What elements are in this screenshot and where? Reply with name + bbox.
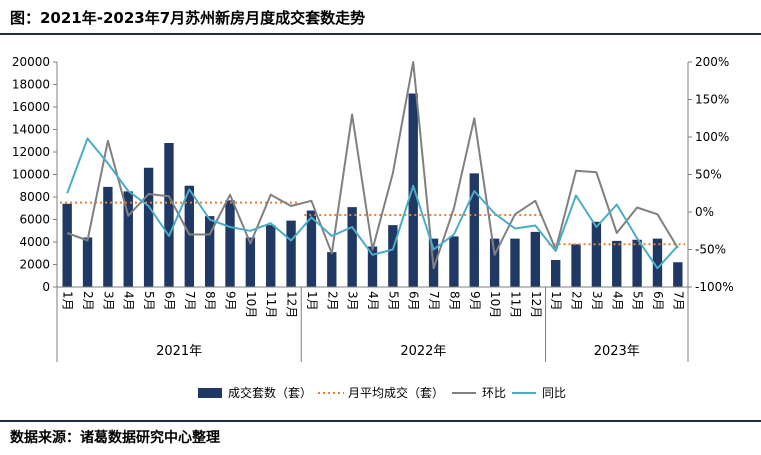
bar-monthly-transactions (82, 237, 93, 287)
x-axis-month-label: 6月 (162, 291, 176, 311)
bar-monthly-transactions (408, 93, 418, 287)
x-axis-month-label: 11月 (264, 291, 278, 318)
x-axis-month-label: 7月 (671, 291, 685, 311)
right-axis-tick-label: -50% (695, 243, 726, 257)
x-axis-month-label: 10月 (488, 291, 502, 318)
legend-item-monthly-average: 月平均成交（套） (348, 385, 444, 400)
x-axis-month-label: 3月 (346, 291, 360, 311)
left-axis-tick-label: 18000 (12, 78, 50, 92)
left-axis-tick-label: 4000 (19, 235, 50, 249)
year-group-label: 2022年 (400, 344, 446, 359)
x-axis-month-label: 4月 (366, 291, 380, 311)
right-axis-tick-label: 0% (695, 205, 714, 219)
bar-monthly-transactions (184, 185, 194, 287)
x-axis-month-label: 9月 (468, 291, 482, 311)
left-axis-tick-label: 8000 (19, 190, 50, 204)
x-axis-month-label: 1月 (305, 291, 319, 311)
bar-monthly-transactions (164, 143, 174, 287)
x-axis-month-label: 12月 (285, 291, 299, 318)
x-axis-month-label: 4月 (610, 291, 624, 311)
x-axis-month-label: 5月 (631, 291, 645, 311)
x-axis-month-label: 5月 (386, 291, 400, 311)
bar-monthly-transactions (327, 252, 337, 287)
bar-monthly-transactions (551, 260, 561, 287)
x-axis-month-label: 2月 (570, 291, 584, 311)
legend-swatch-bar (198, 388, 222, 398)
right-axis-tick-label: 150% (695, 93, 729, 107)
right-axis-tick-label: 50% (695, 168, 722, 182)
left-axis-tick-label: 14000 (12, 123, 50, 137)
left-axis-tick-label: 6000 (19, 213, 50, 227)
x-axis-month-label: 5月 (142, 291, 156, 311)
right-axis-tick-label: 200% (695, 55, 729, 69)
x-axis-month-label: 6月 (407, 291, 421, 311)
x-axis-month-label: 2月 (81, 291, 95, 311)
bar-monthly-transactions (62, 203, 72, 287)
x-axis-month-label: 6月 (651, 291, 665, 311)
title-divider (0, 33, 761, 35)
legend-item-mom: 环比 (482, 386, 506, 400)
x-axis-month-label: 3月 (590, 291, 604, 311)
x-axis-month-label: 1月 (549, 291, 563, 311)
year-group-label: 2023年 (594, 344, 640, 359)
bar-monthly-transactions (143, 167, 154, 287)
x-axis-month-label: 4月 (122, 291, 136, 311)
bar-monthly-transactions (612, 240, 622, 287)
bar-monthly-transactions (510, 238, 520, 287)
bar-monthly-transactions (489, 238, 500, 287)
bar-monthly-transactions (225, 200, 235, 287)
year-group-label: 2021年 (156, 344, 202, 359)
bar-monthly-transactions (367, 246, 378, 287)
left-axis-tick-label: 2000 (19, 258, 50, 272)
left-axis-tick-label: 16000 (12, 100, 50, 114)
left-axis-tick-label: 0 (42, 280, 50, 294)
bar-monthly-transactions (266, 225, 276, 287)
bar-monthly-transactions (673, 262, 683, 287)
bar-monthly-transactions (388, 225, 398, 287)
left-axis-tick-label: 12000 (12, 145, 50, 159)
legend-item-yoy: 同比 (542, 386, 566, 400)
bar-monthly-transactions (347, 207, 357, 287)
x-axis-month-label: 1月 (61, 291, 75, 311)
bar-monthly-transactions (306, 210, 317, 287)
right-axis-tick-label: 100% (695, 130, 729, 144)
x-axis-month-label: 3月 (101, 291, 115, 311)
x-axis-month-label: 9月 (224, 291, 238, 311)
bar-monthly-transactions (245, 237, 256, 287)
bar-monthly-transactions (530, 231, 541, 287)
x-axis-month-label: 8月 (203, 291, 217, 311)
bar-monthly-transactions (571, 244, 581, 287)
footer-divider (0, 420, 761, 422)
bar-monthly-transactions (652, 238, 663, 287)
x-axis-month-label: 11月 (508, 291, 522, 318)
data-source: 数据来源：诸葛数据研究中心整理 (10, 430, 220, 446)
bar-monthly-transactions (591, 221, 602, 287)
right-axis-tick-label: -100% (695, 280, 734, 294)
bar-monthly-transactions (204, 216, 215, 287)
bar-monthly-transactions (103, 186, 113, 287)
x-axis-month-label: 10月 (244, 291, 258, 318)
bar-monthly-transactions (632, 239, 642, 287)
x-axis-month-label: 12月 (529, 291, 543, 318)
chart: 0 2000 4000 6000 8000 10000 12000 14000 16000 180… (12, 55, 734, 400)
x-axis-month-label: 2月 (325, 291, 339, 311)
mom-line (66, 61, 679, 270)
bar-monthly-transactions (286, 220, 296, 287)
left-axis-tick-label: 10000 (12, 168, 50, 182)
bar-monthly-transactions (469, 173, 479, 287)
yoy-line (66, 137, 679, 270)
bar-monthly-transactions (449, 236, 459, 287)
left-axis-tick-label: 20000 (12, 55, 50, 69)
x-axis-month-label: 7月 (183, 291, 197, 311)
bar-monthly-transactions (123, 191, 133, 287)
x-axis-month-label: 7月 (427, 291, 441, 311)
chart-title: 图：2021年-2023年7月苏州新房月度成交套数走势 (10, 9, 366, 27)
x-axis-month-label: 8月 (447, 291, 461, 311)
legend-item-transactions: 成交套数（套） (228, 385, 312, 400)
